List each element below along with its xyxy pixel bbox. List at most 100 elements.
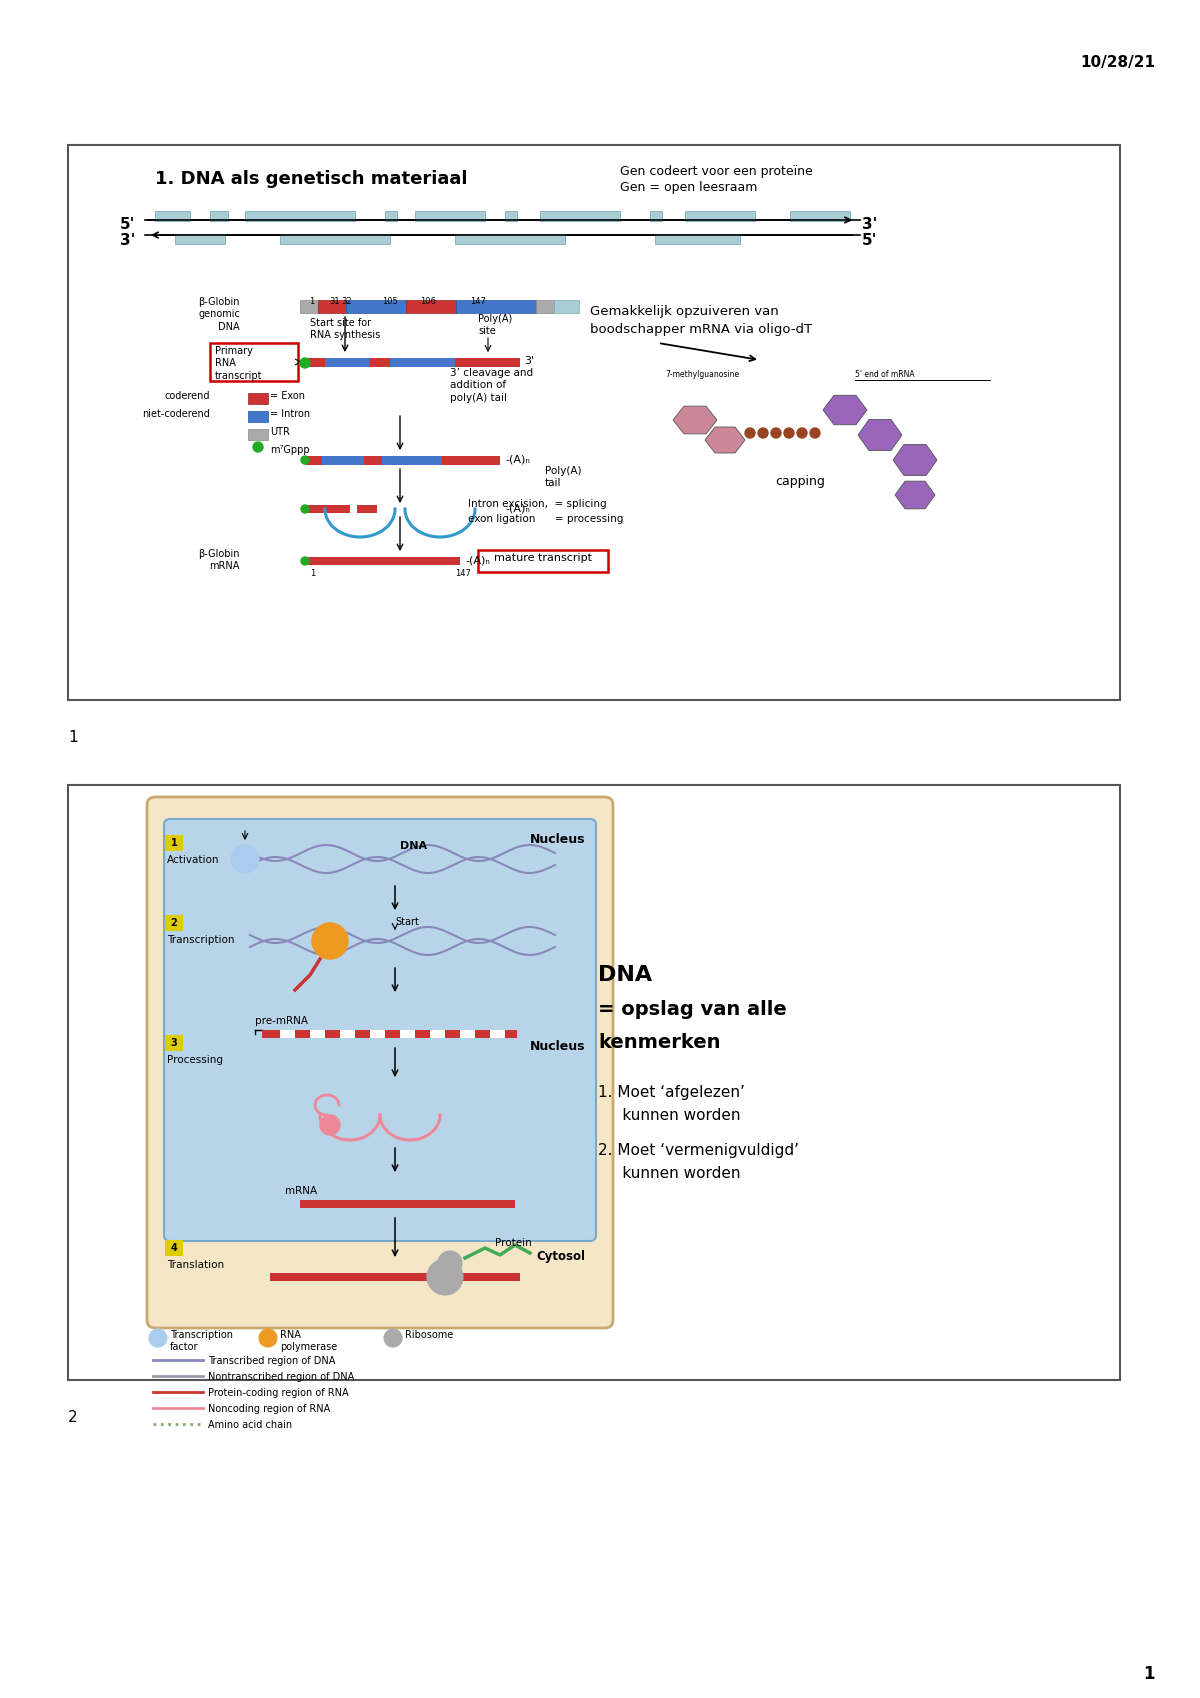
Text: 2. Moet ‘vermenigvuldigd’: 2. Moet ‘vermenigvuldigd’ [598,1143,799,1158]
Bar [166,1240,182,1257]
Circle shape [253,441,263,452]
Circle shape [312,924,348,959]
Bar [280,1031,295,1037]
Text: Intron excision,  = splicing: Intron excision, = splicing [468,499,607,509]
Text: capping: capping [775,475,824,487]
Text: Nontranscribed region of DNA: Nontranscribed region of DNA [208,1372,354,1382]
Text: 3': 3' [524,357,534,367]
Text: Processing: Processing [167,1054,223,1065]
Text: 147: 147 [455,569,470,577]
Bar [155,211,190,221]
Text: Nucleus: Nucleus [529,1039,586,1053]
Text: = Exon: = Exon [270,391,305,401]
Text: kunnen worden: kunnen worden [598,1167,740,1182]
Text: UTR: UTR [270,426,290,436]
Text: kenmerken: kenmerken [598,1032,720,1053]
Text: 1. Moet ‘afgelezen’: 1. Moet ‘afgelezen’ [598,1085,745,1100]
Circle shape [758,428,768,438]
Bar [166,1036,182,1051]
Bar [210,343,298,380]
Bar [415,211,485,221]
Circle shape [810,428,820,438]
Circle shape [300,358,310,368]
Bar [655,234,740,245]
Bar [280,234,390,245]
Text: Gen codeert voor een proteïne: Gen codeert voor een proteïne [620,165,812,178]
Bar [210,211,228,221]
Text: Poly(A)
site: Poly(A) site [478,314,512,336]
Bar [248,392,268,404]
Bar [340,1031,355,1037]
Polygon shape [858,419,902,450]
Text: -(A)ₙ: -(A)ₙ [505,503,530,513]
Circle shape [301,504,310,513]
Text: 106: 106 [420,297,436,306]
Text: Activation: Activation [167,856,220,864]
Bar [262,1031,517,1037]
Text: Primary
RNA
transcript: Primary RNA transcript [215,346,263,380]
Text: 5': 5' [862,233,877,248]
Text: 10/28/21: 10/28/21 [1080,54,1154,70]
Bar [166,835,182,851]
Bar [305,557,460,565]
Text: kunnen worden: kunnen worden [598,1109,740,1122]
Bar [318,301,346,312]
Circle shape [301,457,310,464]
Text: 1: 1 [1144,1666,1154,1683]
Text: 1: 1 [310,569,316,577]
Text: DNA: DNA [400,841,427,851]
Text: Cytosol: Cytosol [536,1250,586,1263]
Text: Poly(A)
tail: Poly(A) tail [545,465,582,489]
Text: 1: 1 [310,297,314,306]
Text: 3': 3' [120,233,136,248]
Text: coderend: coderend [164,391,210,401]
Bar [346,301,406,312]
Bar [478,550,608,572]
FancyBboxPatch shape [148,796,613,1328]
Text: pre-mRNA: pre-mRNA [256,1015,308,1026]
Text: 5': 5' [120,217,136,233]
Text: Gemakkelijk opzuiveren van: Gemakkelijk opzuiveren van [590,306,779,318]
Bar [430,1031,445,1037]
Text: 3’ cleavage and
addition of
poly(A) tail: 3’ cleavage and addition of poly(A) tail [450,368,533,402]
Bar [68,784,1120,1380]
Text: DNA: DNA [598,964,652,985]
Bar [325,358,370,367]
Circle shape [438,1251,462,1275]
Polygon shape [823,396,866,424]
FancyBboxPatch shape [164,818,596,1241]
Bar [490,1031,505,1037]
Bar [300,301,318,312]
Text: 31: 31 [330,297,341,306]
Bar [790,211,850,221]
Text: = Intron: = Intron [270,409,310,419]
Text: Protein-coding region of RNA: Protein-coding region of RNA [208,1387,349,1397]
Bar [455,234,565,245]
Circle shape [427,1258,463,1296]
Text: Translation: Translation [167,1260,224,1270]
Text: mRNA: mRNA [286,1185,317,1195]
Bar [685,211,755,221]
Circle shape [745,428,755,438]
Text: exon ligation      = processing: exon ligation = processing [468,514,623,525]
Circle shape [230,846,259,873]
Bar [245,211,355,221]
Text: Amino acid chain: Amino acid chain [208,1420,292,1430]
Bar [248,430,268,440]
Text: 3: 3 [170,1037,178,1048]
Text: Nucleus: Nucleus [529,834,586,846]
Text: 5' end of mRNA: 5' end of mRNA [854,370,914,379]
Text: β-Globin
mRNA: β-Globin mRNA [198,548,240,572]
Bar [358,504,377,513]
Bar [166,915,182,931]
Bar [390,358,455,367]
Polygon shape [893,445,937,475]
Bar [540,211,620,221]
Bar [305,457,500,465]
Text: RNA
polymerase: RNA polymerase [280,1330,337,1352]
Circle shape [797,428,808,438]
Text: 3': 3' [862,217,877,233]
Text: 2: 2 [170,919,178,929]
Text: Start site for
RNA synthesis: Start site for RNA synthesis [310,318,380,340]
Bar [270,1274,520,1280]
